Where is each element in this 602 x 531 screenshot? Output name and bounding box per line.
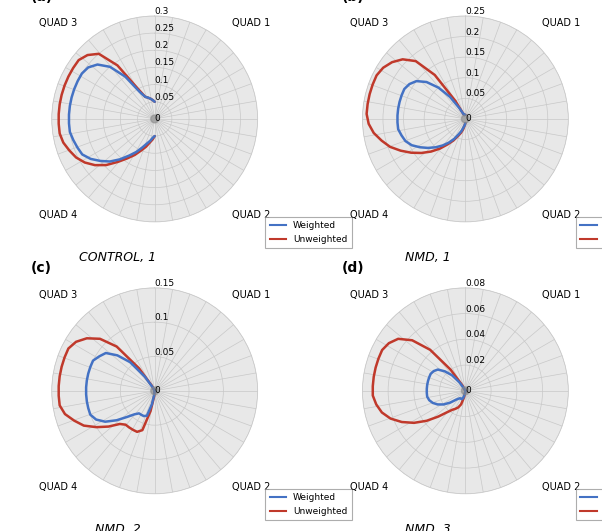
- Text: (d): (d): [342, 261, 364, 276]
- Polygon shape: [462, 115, 470, 123]
- Text: QUAD 4: QUAD 4: [350, 210, 388, 220]
- Text: (b): (b): [342, 0, 364, 4]
- Legend: Weighted, Unweighted: Weighted, Unweighted: [576, 489, 602, 520]
- Text: QUAD 1: QUAD 1: [542, 18, 580, 28]
- Text: 0: 0: [155, 387, 161, 396]
- Text: QUAD 3: QUAD 3: [40, 18, 78, 28]
- Text: QUAD 3: QUAD 3: [350, 290, 388, 299]
- Legend: Weighted, Unweighted: Weighted, Unweighted: [576, 217, 602, 249]
- Text: NMD, 2: NMD, 2: [95, 523, 140, 531]
- Text: QUAD 2: QUAD 2: [232, 482, 270, 492]
- Text: (c): (c): [31, 261, 52, 276]
- Text: QUAD 2: QUAD 2: [542, 210, 581, 220]
- Text: 0: 0: [155, 114, 161, 123]
- Text: QUAD 4: QUAD 4: [40, 482, 78, 492]
- Text: QUAD 1: QUAD 1: [542, 290, 580, 299]
- Text: QUAD 4: QUAD 4: [40, 210, 78, 220]
- Text: QUAD 3: QUAD 3: [350, 18, 388, 28]
- Text: QUAD 1: QUAD 1: [232, 290, 270, 299]
- Text: NMD, 1: NMD, 1: [405, 251, 451, 264]
- Text: QUAD 3: QUAD 3: [40, 290, 78, 299]
- Text: QUAD 4: QUAD 4: [350, 482, 388, 492]
- Text: NMD, 3: NMD, 3: [405, 523, 451, 531]
- Polygon shape: [462, 387, 470, 395]
- Text: 0: 0: [465, 114, 471, 123]
- Legend: Weighted, Unweighted: Weighted, Unweighted: [265, 217, 352, 249]
- Text: QUAD 2: QUAD 2: [232, 210, 270, 220]
- Text: CONTROL, 1: CONTROL, 1: [79, 251, 156, 264]
- Text: QUAD 1: QUAD 1: [232, 18, 270, 28]
- Text: 0: 0: [465, 387, 471, 396]
- Polygon shape: [150, 387, 158, 395]
- Text: (a): (a): [31, 0, 54, 4]
- Text: QUAD 2: QUAD 2: [542, 482, 581, 492]
- Legend: Weighted, Unweighted: Weighted, Unweighted: [265, 489, 352, 520]
- Polygon shape: [150, 115, 158, 123]
